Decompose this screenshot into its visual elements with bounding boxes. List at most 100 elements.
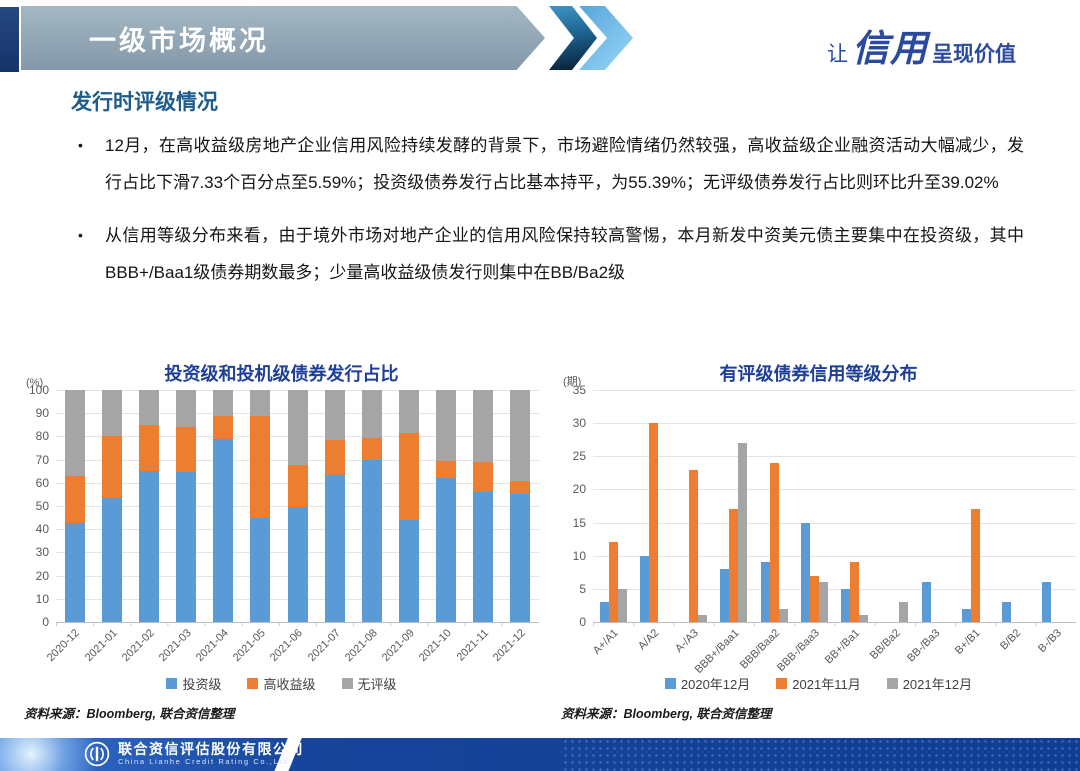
- bullet-item: • 从信用等级分布来看，由于境外市场对地产企业的信用风险保持较高警惕，本月新发中…: [72, 217, 1024, 291]
- bar-group: [633, 390, 673, 622]
- bar-segment: [287, 390, 308, 466]
- bar-group: [674, 390, 714, 622]
- bar-group: [353, 390, 390, 622]
- bar-segment: [608, 542, 618, 622]
- x-tick-label: A+/A1: [590, 627, 621, 657]
- bar-segment: [213, 415, 234, 439]
- source-note: 资料来源：Bloomberg, 联合资信整理: [561, 707, 772, 721]
- bar-segment: [720, 568, 730, 622]
- bar-segment: [859, 615, 869, 622]
- bar-segment: [436, 390, 457, 461]
- y-tick-label: 35: [572, 383, 586, 397]
- grouped-bars: [921, 390, 949, 622]
- bar-group: [390, 390, 427, 622]
- chart-title-row: (%) 投资级和投机级债券发行占比: [24, 356, 539, 390]
- plot-area: [56, 390, 539, 623]
- bar-segment: [101, 497, 122, 622]
- bar-segment: [850, 562, 860, 622]
- bar-segment: [961, 608, 971, 622]
- x-tick: 2021-04: [194, 622, 242, 674]
- x-tick: BB-/Ba3: [905, 622, 955, 674]
- y-tick-label: 0: [579, 615, 586, 629]
- stacked-bar: [101, 390, 122, 622]
- header-banner: 一级市场概况: [21, 6, 545, 70]
- chart-title: 投资级和投机级债券发行占比: [164, 364, 399, 384]
- y-tick-label: 10: [572, 548, 586, 563]
- legend-item: 2021年11月: [776, 674, 861, 693]
- bar-group: [428, 390, 465, 622]
- bar-segment: [138, 424, 159, 472]
- stacked-bar: [510, 390, 531, 622]
- grouped-bars: [1042, 390, 1069, 622]
- x-tick-label: B+/B1: [953, 627, 984, 657]
- bar-segment: [639, 555, 649, 622]
- grouped-bars: [639, 390, 667, 622]
- bar-segment: [599, 602, 609, 622]
- x-tick: 2021-01: [82, 622, 130, 674]
- chart-body: 35 30 25 20 15 10 5 0: [561, 383, 1076, 629]
- legend-swatch: [341, 678, 353, 689]
- bar-segment: [729, 509, 739, 622]
- bar-segment: [101, 390, 122, 437]
- bar-group: [996, 390, 1036, 622]
- slogan-prefix: 让: [827, 43, 848, 66]
- bar-segment: [324, 474, 345, 622]
- stacked-bar: [64, 390, 85, 622]
- bar-segment: [473, 390, 494, 462]
- bar-segment: [324, 439, 345, 475]
- company-name-en: China Lianhe Credit Rating Co.,Ltd.: [118, 756, 293, 766]
- bar-segment: [436, 460, 457, 479]
- bar-group: [465, 390, 502, 622]
- bar-group: [130, 390, 167, 622]
- bar-segment: [818, 582, 828, 622]
- slogan-suffix: 呈现价值: [932, 43, 1016, 66]
- company-logo-block: 联合资信评估股份有限公司 China Lianhe Credit Rating …: [84, 741, 304, 767]
- x-axis: A+/A1 A/A2 A-/A3 BBB+/Baa1 BBB/Baa2 BBB-/Baa3…: [590, 622, 1076, 676]
- bar-segment: [176, 390, 197, 428]
- bar-segment: [176, 427, 197, 473]
- y-tick-label: 50: [35, 499, 49, 513]
- gridline: [593, 588, 1076, 590]
- bar-group: [316, 390, 353, 622]
- y-axis: 100 90 80 70 60 50 40 30 20 10 0: [24, 383, 56, 629]
- x-tick: 2020-12: [45, 622, 93, 674]
- bar-segment: [138, 471, 159, 622]
- y-tick-label: 80: [35, 429, 49, 444]
- grouped-bars: [599, 390, 627, 622]
- legend-item: 投资级: [166, 674, 221, 693]
- bar-group: [794, 390, 834, 622]
- legend-swatch: [886, 678, 898, 689]
- bar-segment: [398, 390, 419, 433]
- x-tick: B/B2: [996, 622, 1036, 674]
- legend-item: 2020年12月: [664, 674, 750, 693]
- stacked-bar: [213, 390, 234, 622]
- bar-segment: [1002, 602, 1012, 622]
- bar-segment: [800, 522, 810, 622]
- gridline: [593, 489, 1076, 491]
- grouped-bars: [720, 390, 748, 622]
- y-tick-label: 25: [572, 449, 586, 464]
- bar-group: [242, 390, 279, 622]
- page-title: 一级市场概况: [89, 25, 269, 56]
- bar-group: [593, 390, 633, 622]
- x-tick: 2021-03: [157, 622, 204, 674]
- x-tick: 2021-06: [268, 622, 316, 674]
- bullet-marker: •: [78, 227, 83, 243]
- bullet-marker: •: [78, 137, 83, 153]
- company-name-cn: 联合资信评估股份有限公司: [118, 740, 304, 757]
- bar-segment: [899, 602, 909, 622]
- x-tick: 2021-02: [120, 622, 167, 674]
- chart-body: 100 90 80 70 60 50 40 30 20 10 0: [24, 383, 539, 629]
- chart-legend: 投资级 高收益级 无评级: [24, 674, 539, 693]
- bar-segment: [510, 390, 531, 481]
- plot-area: [593, 390, 1076, 623]
- stacked-bar: [324, 390, 345, 622]
- bar-segment: [361, 437, 382, 460]
- x-tick: 2021-05: [231, 622, 279, 674]
- bar-segment: [213, 390, 234, 416]
- bar-segment: [510, 480, 531, 494]
- bar-segment: [398, 432, 419, 520]
- bar-segment: [436, 478, 457, 622]
- bar-segment: [970, 509, 980, 622]
- bar-group: [502, 390, 539, 622]
